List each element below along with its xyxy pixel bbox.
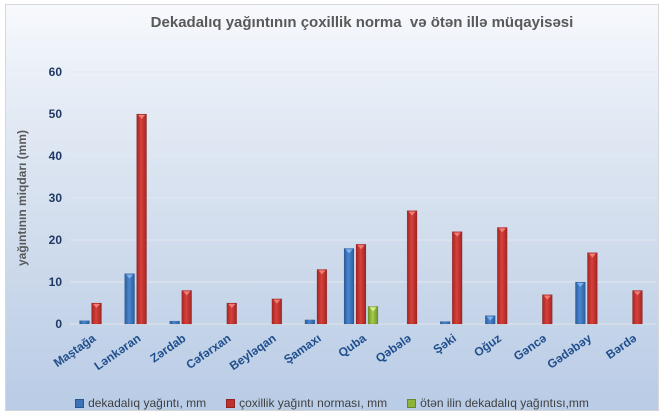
bar-highlight [576,283,584,287]
bar-norma [632,290,643,325]
x-tick-label: Quba [336,331,369,360]
bar-dekadaliq [575,281,586,325]
bar-highlight [93,304,101,308]
bar-dekadaliq [439,321,451,325]
bar-highlight [345,249,353,254]
bar-norma [226,302,238,325]
chart-title: Dekadalıq yağıntının çoxillik norma və ö… [150,14,574,31]
bar-norma [316,269,328,325]
bar-norma [406,210,418,325]
bar-highlight [126,274,134,279]
bar-norma [496,227,508,325]
bar-highlight [633,291,641,296]
y-tick-label: 50 [49,107,63,121]
bar-norma [542,294,553,325]
bar-highlight [318,270,326,275]
x-tick-label: Gədəbəy [545,331,595,372]
x-tick-label: Şamaxı [281,331,323,367]
bar-highlight [273,299,281,304]
bar-highlight [453,232,461,237]
bar-highlight [183,291,191,296]
bar-dekadaliq [79,320,90,325]
bar-highlight [138,115,146,119]
legend-item: ötən ilin dekadalıq yağıntısı,mm [407,396,589,410]
x-tick-label: Bərdə [603,331,639,362]
bar-norma [355,243,367,325]
legend-item: çoxillik yağıntı norması, mm [226,396,387,410]
legend-label: ötən ilin dekadalıq yağıntısı,mm [420,396,589,410]
bar-dekadaliq [124,273,135,325]
y-tick-label: 30 [49,191,63,205]
x-tick-label: Oğuz [471,331,504,360]
y-tick-label: 0 [55,317,62,331]
x-tick-label: Gəncə [511,331,549,364]
bar-highlight [408,211,416,216]
legend-label: dekadalıq yağıntı, mm [88,396,207,410]
bar-norma [451,231,463,325]
legend-item: dekadalıq yağıntı, mm [75,396,206,410]
bar-norma [181,290,192,325]
bar-highlight [498,228,506,233]
bar-dekadaliq [304,319,316,325]
bar-norma [271,298,283,325]
legend-swatch [407,399,417,409]
x-tick-label: Lənkəran [92,331,144,373]
bar-highlight [369,307,377,312]
x-tick-label: Beyləqan [227,331,279,373]
y-tick-label: 20 [49,233,63,247]
bar-highlight [486,316,494,321]
bar-highlight [228,304,236,308]
x-tick-label: Qəbələ [373,331,414,366]
y-tick-label: 10 [49,275,63,289]
bar-dekadaliq [169,320,180,325]
bar-norma [136,113,147,325]
legend-label: çoxillik yağıntı norması, mm [239,396,388,410]
bar-highlight [357,245,365,250]
legend: dekadalıq yağıntı, mm çoxillik yağıntı no… [0,396,664,410]
x-tick-label: Cəfərxan [183,331,233,372]
legend-swatch [226,399,236,409]
bar-norma [587,252,598,325]
x-tick-label: Maştağa [51,331,99,370]
legend-swatch [75,399,85,409]
bar-dekadaliq [343,248,355,325]
bar-highlight [588,253,596,258]
bar-highlight [543,295,551,300]
x-tick-label: Şəki [431,331,459,357]
y-tick-label: 60 [49,65,63,79]
y-tick-label: 40 [49,149,63,163]
bar-norma [91,302,102,325]
bar-oten-il [367,306,379,325]
